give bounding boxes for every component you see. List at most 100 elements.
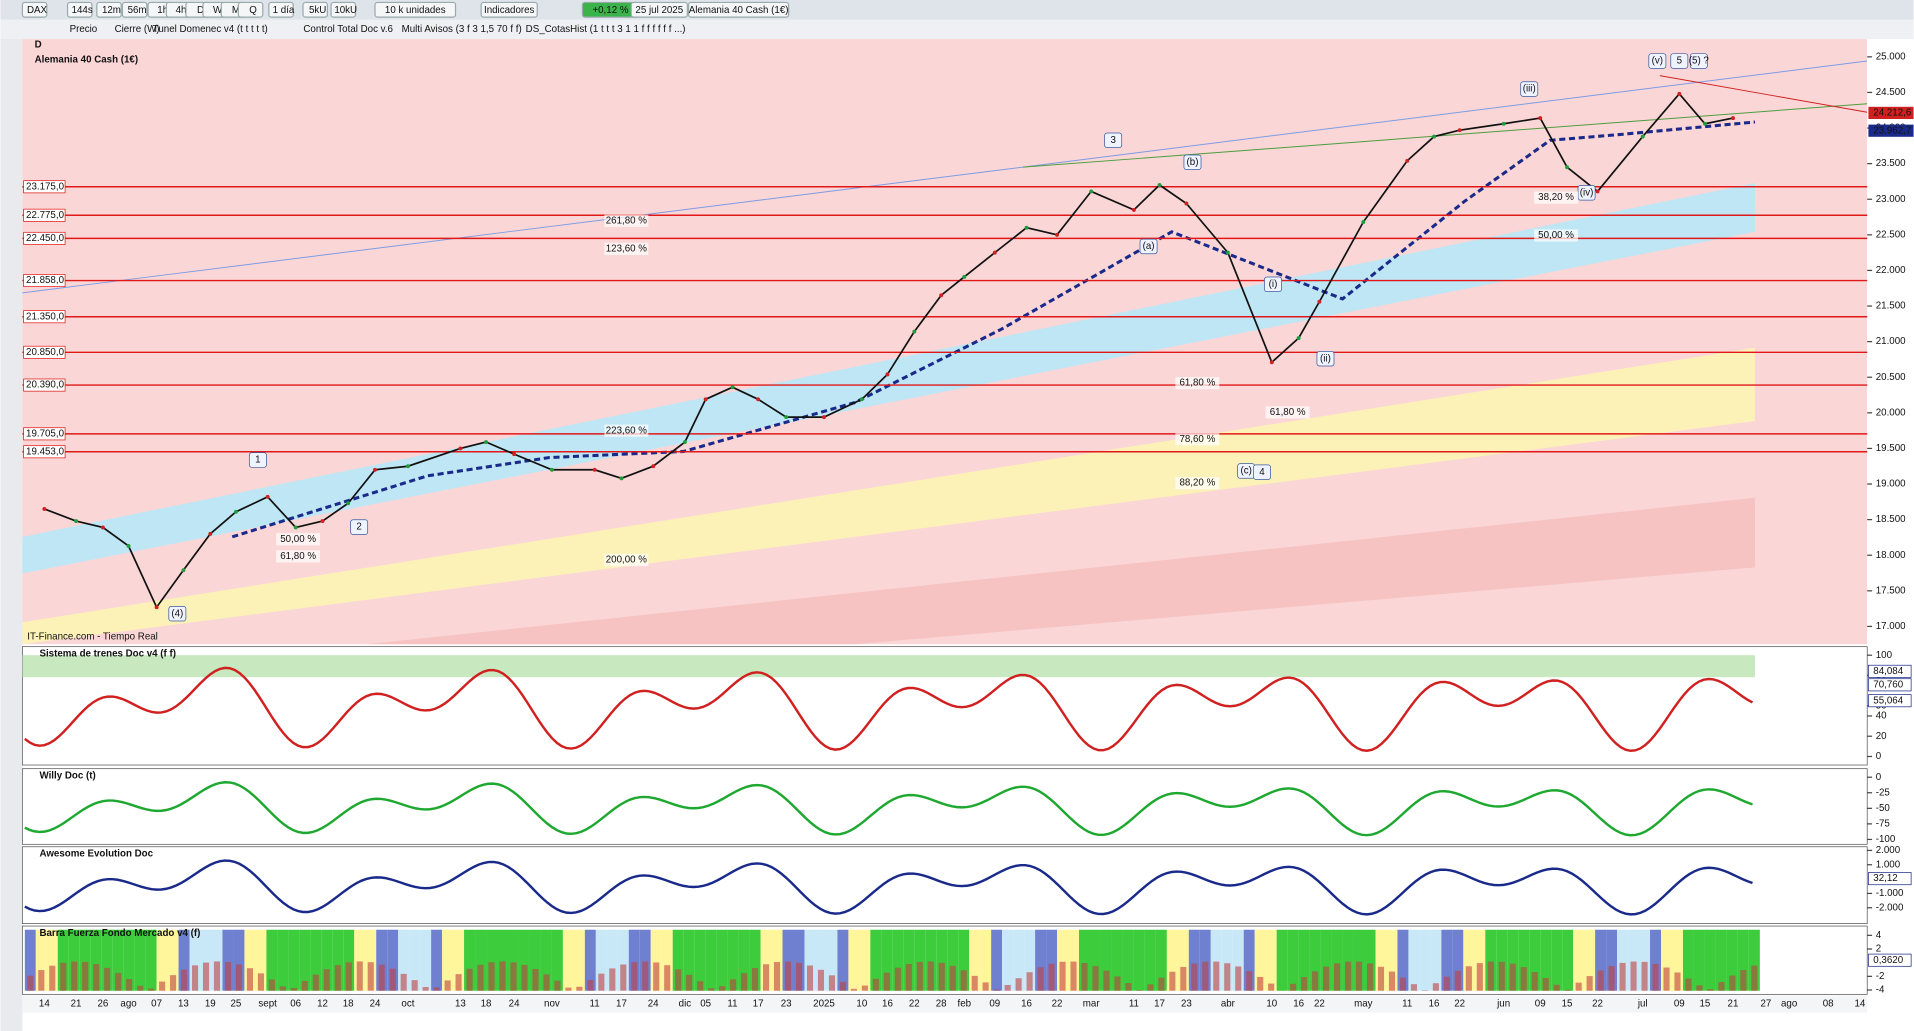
wave-label: 5 [1677,56,1683,67]
close-point [939,293,944,298]
toolbar-button[interactable] [302,1,329,18]
strength-bar [936,929,948,991]
strength-bar [507,929,519,991]
toolbar-label[interactable]: W [213,5,223,16]
value-marker-label: 55,064 [1873,695,1903,706]
toolbar-button[interactable] [121,1,148,18]
strength-bar [1408,929,1420,991]
strength-bar [1584,929,1596,991]
toolbar-label[interactable]: 10kU [334,5,357,16]
close-point [992,250,997,255]
toolbar-label[interactable]: 1h [157,5,168,16]
indicator-name[interactable]: Precio [70,24,98,35]
toolbar-label[interactable]: M [232,5,240,16]
close-point [822,415,826,420]
strength-bar [178,929,190,991]
close-point [405,464,410,469]
strength-bar [38,970,45,991]
strength-bar [93,964,100,991]
toolbar-label[interactable]: 25 jul 2025 [635,5,683,16]
strength-bar [1224,963,1231,991]
toolbar-button[interactable] [237,1,264,18]
oscillator [24,666,1754,752]
toolbar-label[interactable]: Alemania 40 Cash (1€) [689,5,789,16]
indicator-name[interactable]: Tunel Domenec v4 (t t t t t) [153,24,268,35]
wave-box [168,606,187,622]
strength-bar [543,974,550,991]
wave-label: (iii) [1523,84,1536,95]
toolbar-button[interactable] [268,1,294,18]
toolbar-label[interactable]: D [197,5,204,16]
toolbar-label[interactable]: 4h [176,5,187,16]
x-tick-label: sept [258,999,277,1010]
close-point [1361,220,1366,224]
toolbar-button[interactable] [330,1,357,18]
indicator-name[interactable]: Multi Avisos (3 f 3 1,5 70 f f) [402,24,522,35]
x-tick-label: 22 [1314,999,1325,1010]
strength-bar [1715,929,1727,991]
fib-label: 123,60 % [606,243,648,254]
x-tick-label: 27 [1761,999,1772,1010]
toolbar-label[interactable]: Q [249,5,257,16]
toolbar-label[interactable]: 12m [102,5,121,16]
strength-bar [1024,929,1036,991]
oscillator [24,859,1753,916]
strength-bar [639,929,651,991]
toolbar-label[interactable]: 56m [128,5,147,16]
strength-bar [686,974,693,991]
strength-bar [1155,929,1167,991]
strength-bar [1520,967,1527,991]
toolbar-button[interactable] [21,1,48,18]
strength-bar [675,969,682,991]
strength-bar [804,929,816,991]
strength-bar [793,929,805,991]
strength-bar [1586,976,1593,991]
strength-bar [1191,963,1198,991]
strength-bar [202,962,210,991]
toolbar-button[interactable] [687,1,790,18]
strength-bar [268,979,275,991]
strength-bar [826,929,838,991]
strength-bar [409,929,421,991]
strength-bar [1221,929,1233,991]
strength-bar [1026,972,1033,991]
indicator-name[interactable]: DS_CotasHist (1 t t t 3 1 1 f f f f f f … [526,24,686,35]
strength-bar [1474,929,1486,991]
indicator-name[interactable]: Cierre (W) [115,24,160,35]
toolbar-button[interactable] [480,1,538,18]
toolbar-label[interactable]: DAX [27,5,48,16]
indicator-name[interactable]: Control Total Doc v.6 [303,24,393,35]
y-tick-label: 18.500 [1876,514,1906,525]
strength-bar [213,961,221,991]
toolbar-label[interactable]: 1 día [273,5,295,16]
strength-bar [101,929,113,991]
strength-bar [947,929,959,991]
toolbar-label[interactable]: +0,12 % [592,5,628,16]
toolbar-label[interactable]: 144s [72,5,93,16]
strength-bar [112,929,124,991]
strength-bar [1650,929,1662,991]
wave-label: (ii) [1320,353,1331,364]
strength-bar [815,929,827,991]
close-point [42,506,47,511]
strength-bar [257,973,264,991]
toolbar-label[interactable]: Indicadores [484,5,535,16]
strength-bar [233,929,245,991]
y-tick-label: -2 [1876,971,1885,982]
strength-bar [1276,929,1288,991]
close-point [233,509,238,514]
strength-bar [1452,929,1464,991]
strength-bar [27,975,34,991]
strength-bar [991,929,1003,991]
close-point [346,501,351,506]
toolbar-button[interactable] [374,1,457,18]
y-tick-label: 19.500 [1876,443,1906,454]
toolbar-button[interactable] [96,1,122,18]
date-axis [22,995,1868,1013]
toolbar-label[interactable]: 10 k unidades [385,5,446,16]
y-tick-label: 21.000 [1876,336,1906,347]
strength-bar [1246,971,1253,991]
toolbar-label[interactable]: 5kU [309,5,326,16]
toolbar-button[interactable] [66,1,93,18]
toolbar-button[interactable] [630,1,688,18]
